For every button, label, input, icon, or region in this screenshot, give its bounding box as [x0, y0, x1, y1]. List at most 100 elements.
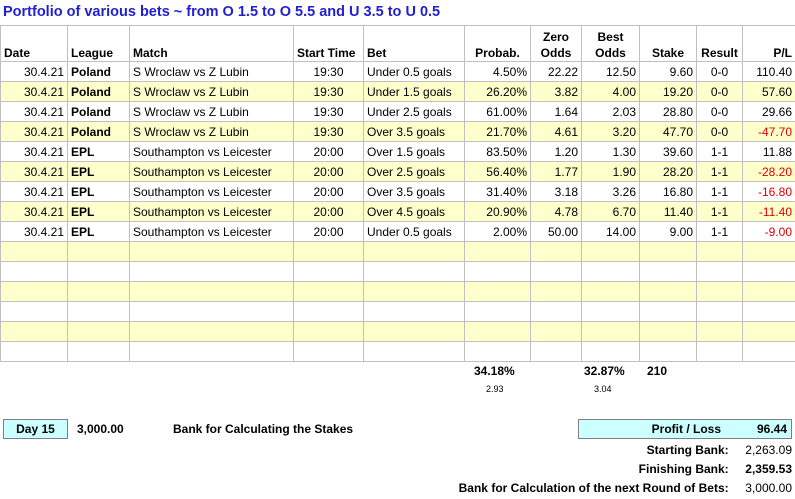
- cell-probab[interactable]: [464, 341, 531, 362]
- cell-match[interactable]: [129, 321, 294, 342]
- cell-date[interactable]: 30.4.21: [0, 101, 68, 122]
- cell-start-time[interactable]: 19:30: [293, 101, 364, 122]
- cell-stake[interactable]: 9.00: [639, 221, 697, 242]
- cell-start-time[interactable]: [293, 321, 364, 342]
- cell-best-odds[interactable]: 12.50: [581, 61, 640, 82]
- cell-zero-odds[interactable]: 22.22: [530, 61, 582, 82]
- cell-date[interactable]: 30.4.21: [0, 141, 68, 162]
- cell-start-time[interactable]: [293, 281, 364, 302]
- cell-date[interactable]: 30.4.21: [0, 221, 68, 242]
- cell-date[interactable]: 30.4.21: [0, 161, 68, 182]
- cell-start-time[interactable]: 20:00: [293, 221, 364, 242]
- cell-league[interactable]: EPL: [67, 201, 130, 222]
- cell-match[interactable]: [129, 241, 294, 262]
- cell-league[interactable]: EPL: [67, 221, 130, 242]
- cell-match[interactable]: S Wroclaw vs Z Lubin: [129, 81, 294, 102]
- cell-best-odds[interactable]: 6.70: [581, 201, 640, 222]
- cell-pl[interactable]: -9.00: [742, 221, 795, 242]
- col-start-time[interactable]: Start Time: [293, 25, 364, 62]
- cell-league[interactable]: Poland: [67, 101, 130, 122]
- cell-zero-odds[interactable]: [530, 281, 582, 302]
- cell-match[interactable]: S Wroclaw vs Z Lubin: [129, 101, 294, 122]
- cell-result[interactable]: [696, 241, 743, 262]
- cell-date[interactable]: 30.4.21: [0, 121, 68, 142]
- cell-probab[interactable]: [464, 281, 531, 302]
- cell-result[interactable]: 0-0: [696, 81, 743, 102]
- cell-best-odds[interactable]: [581, 261, 640, 282]
- cell-date[interactable]: 30.4.21: [0, 201, 68, 222]
- cell-stake[interactable]: 28.80: [639, 101, 697, 122]
- cell-pl[interactable]: -28.20: [742, 161, 795, 182]
- cell-bet[interactable]: [363, 321, 465, 342]
- cell-start-time[interactable]: 19:30: [293, 81, 364, 102]
- cell-pl[interactable]: -47.70: [742, 121, 795, 142]
- cell-stake[interactable]: 9.60: [639, 61, 697, 82]
- cell-probab[interactable]: 61.00%: [464, 101, 531, 122]
- cell-league[interactable]: [67, 341, 130, 362]
- cell-league[interactable]: Poland: [67, 121, 130, 142]
- cell-pl[interactable]: [742, 341, 795, 362]
- cell-pl[interactable]: 110.40: [742, 61, 795, 82]
- cell-match[interactable]: S Wroclaw vs Z Lubin: [129, 61, 294, 82]
- cell-bet[interactable]: [363, 341, 465, 362]
- cell-probab[interactable]: 2.00%: [464, 221, 531, 242]
- cell-pl[interactable]: [742, 301, 795, 322]
- cell-zero-odds[interactable]: 3.82: [530, 81, 582, 102]
- cell-bet[interactable]: Over 1.5 goals: [363, 141, 465, 162]
- cell-best-odds[interactable]: 2.03: [581, 101, 640, 122]
- cell-pl[interactable]: 57.60: [742, 81, 795, 102]
- cell-probab[interactable]: 31.40%: [464, 181, 531, 202]
- col-result[interactable]: Result: [696, 25, 743, 62]
- col-league[interactable]: League: [67, 25, 130, 62]
- cell-match[interactable]: [129, 341, 294, 362]
- cell-bet[interactable]: Under 0.5 goals: [363, 61, 465, 82]
- cell-stake[interactable]: 47.70: [639, 121, 697, 142]
- cell-zero-odds[interactable]: 1.77: [530, 161, 582, 182]
- cell-bet[interactable]: Under 1.5 goals: [363, 81, 465, 102]
- cell-probab[interactable]: [464, 261, 531, 282]
- cell-result[interactable]: 0-0: [696, 61, 743, 82]
- cell-stake[interactable]: [639, 241, 697, 262]
- cell-best-odds[interactable]: 14.00: [581, 221, 640, 242]
- cell-bet[interactable]: [363, 261, 465, 282]
- cell-result[interactable]: [696, 301, 743, 322]
- col-date[interactable]: Date: [0, 25, 68, 62]
- cell-start-time[interactable]: 19:30: [293, 61, 364, 82]
- cell-league[interactable]: Poland: [67, 61, 130, 82]
- cell-start-time[interactable]: [293, 241, 364, 262]
- cell-zero-odds[interactable]: [530, 301, 582, 322]
- cell-pl[interactable]: -16.80: [742, 181, 795, 202]
- cell-probab[interactable]: 20.90%: [464, 201, 531, 222]
- cell-match[interactable]: Southampton vs Leicester: [129, 181, 294, 202]
- cell-stake[interactable]: [639, 341, 697, 362]
- cell-stake[interactable]: 19.20: [639, 81, 697, 102]
- col-stake[interactable]: Stake: [639, 25, 697, 62]
- cell-match[interactable]: [129, 301, 294, 322]
- cell-stake[interactable]: [639, 261, 697, 282]
- cell-result[interactable]: 1-1: [696, 181, 743, 202]
- cell-probab[interactable]: 4.50%: [464, 61, 531, 82]
- cell-probab[interactable]: [464, 321, 531, 342]
- cell-date[interactable]: [0, 341, 68, 362]
- col-bet[interactable]: Bet: [363, 25, 465, 62]
- cell-probab[interactable]: 21.70%: [464, 121, 531, 142]
- cell-zero-odds[interactable]: 1.20: [530, 141, 582, 162]
- cell-date[interactable]: 30.4.21: [0, 81, 68, 102]
- cell-zero-odds[interactable]: 1.64: [530, 101, 582, 122]
- cell-result[interactable]: 0-0: [696, 101, 743, 122]
- cell-bet[interactable]: Over 3.5 goals: [363, 181, 465, 202]
- cell-start-time[interactable]: [293, 261, 364, 282]
- cell-bet[interactable]: [363, 281, 465, 302]
- cell-date[interactable]: 30.4.21: [0, 61, 68, 82]
- cell-league[interactable]: [67, 281, 130, 302]
- cell-pl[interactable]: -11.40: [742, 201, 795, 222]
- cell-stake[interactable]: [639, 301, 697, 322]
- cell-start-time[interactable]: 20:00: [293, 141, 364, 162]
- cell-match[interactable]: S Wroclaw vs Z Lubin: [129, 121, 294, 142]
- col-best-odds[interactable]: Best Odds: [581, 25, 640, 62]
- cell-match[interactable]: [129, 281, 294, 302]
- cell-stake[interactable]: 11.40: [639, 201, 697, 222]
- cell-league[interactable]: [67, 301, 130, 322]
- cell-zero-odds[interactable]: 3.18: [530, 181, 582, 202]
- cell-best-odds[interactable]: [581, 341, 640, 362]
